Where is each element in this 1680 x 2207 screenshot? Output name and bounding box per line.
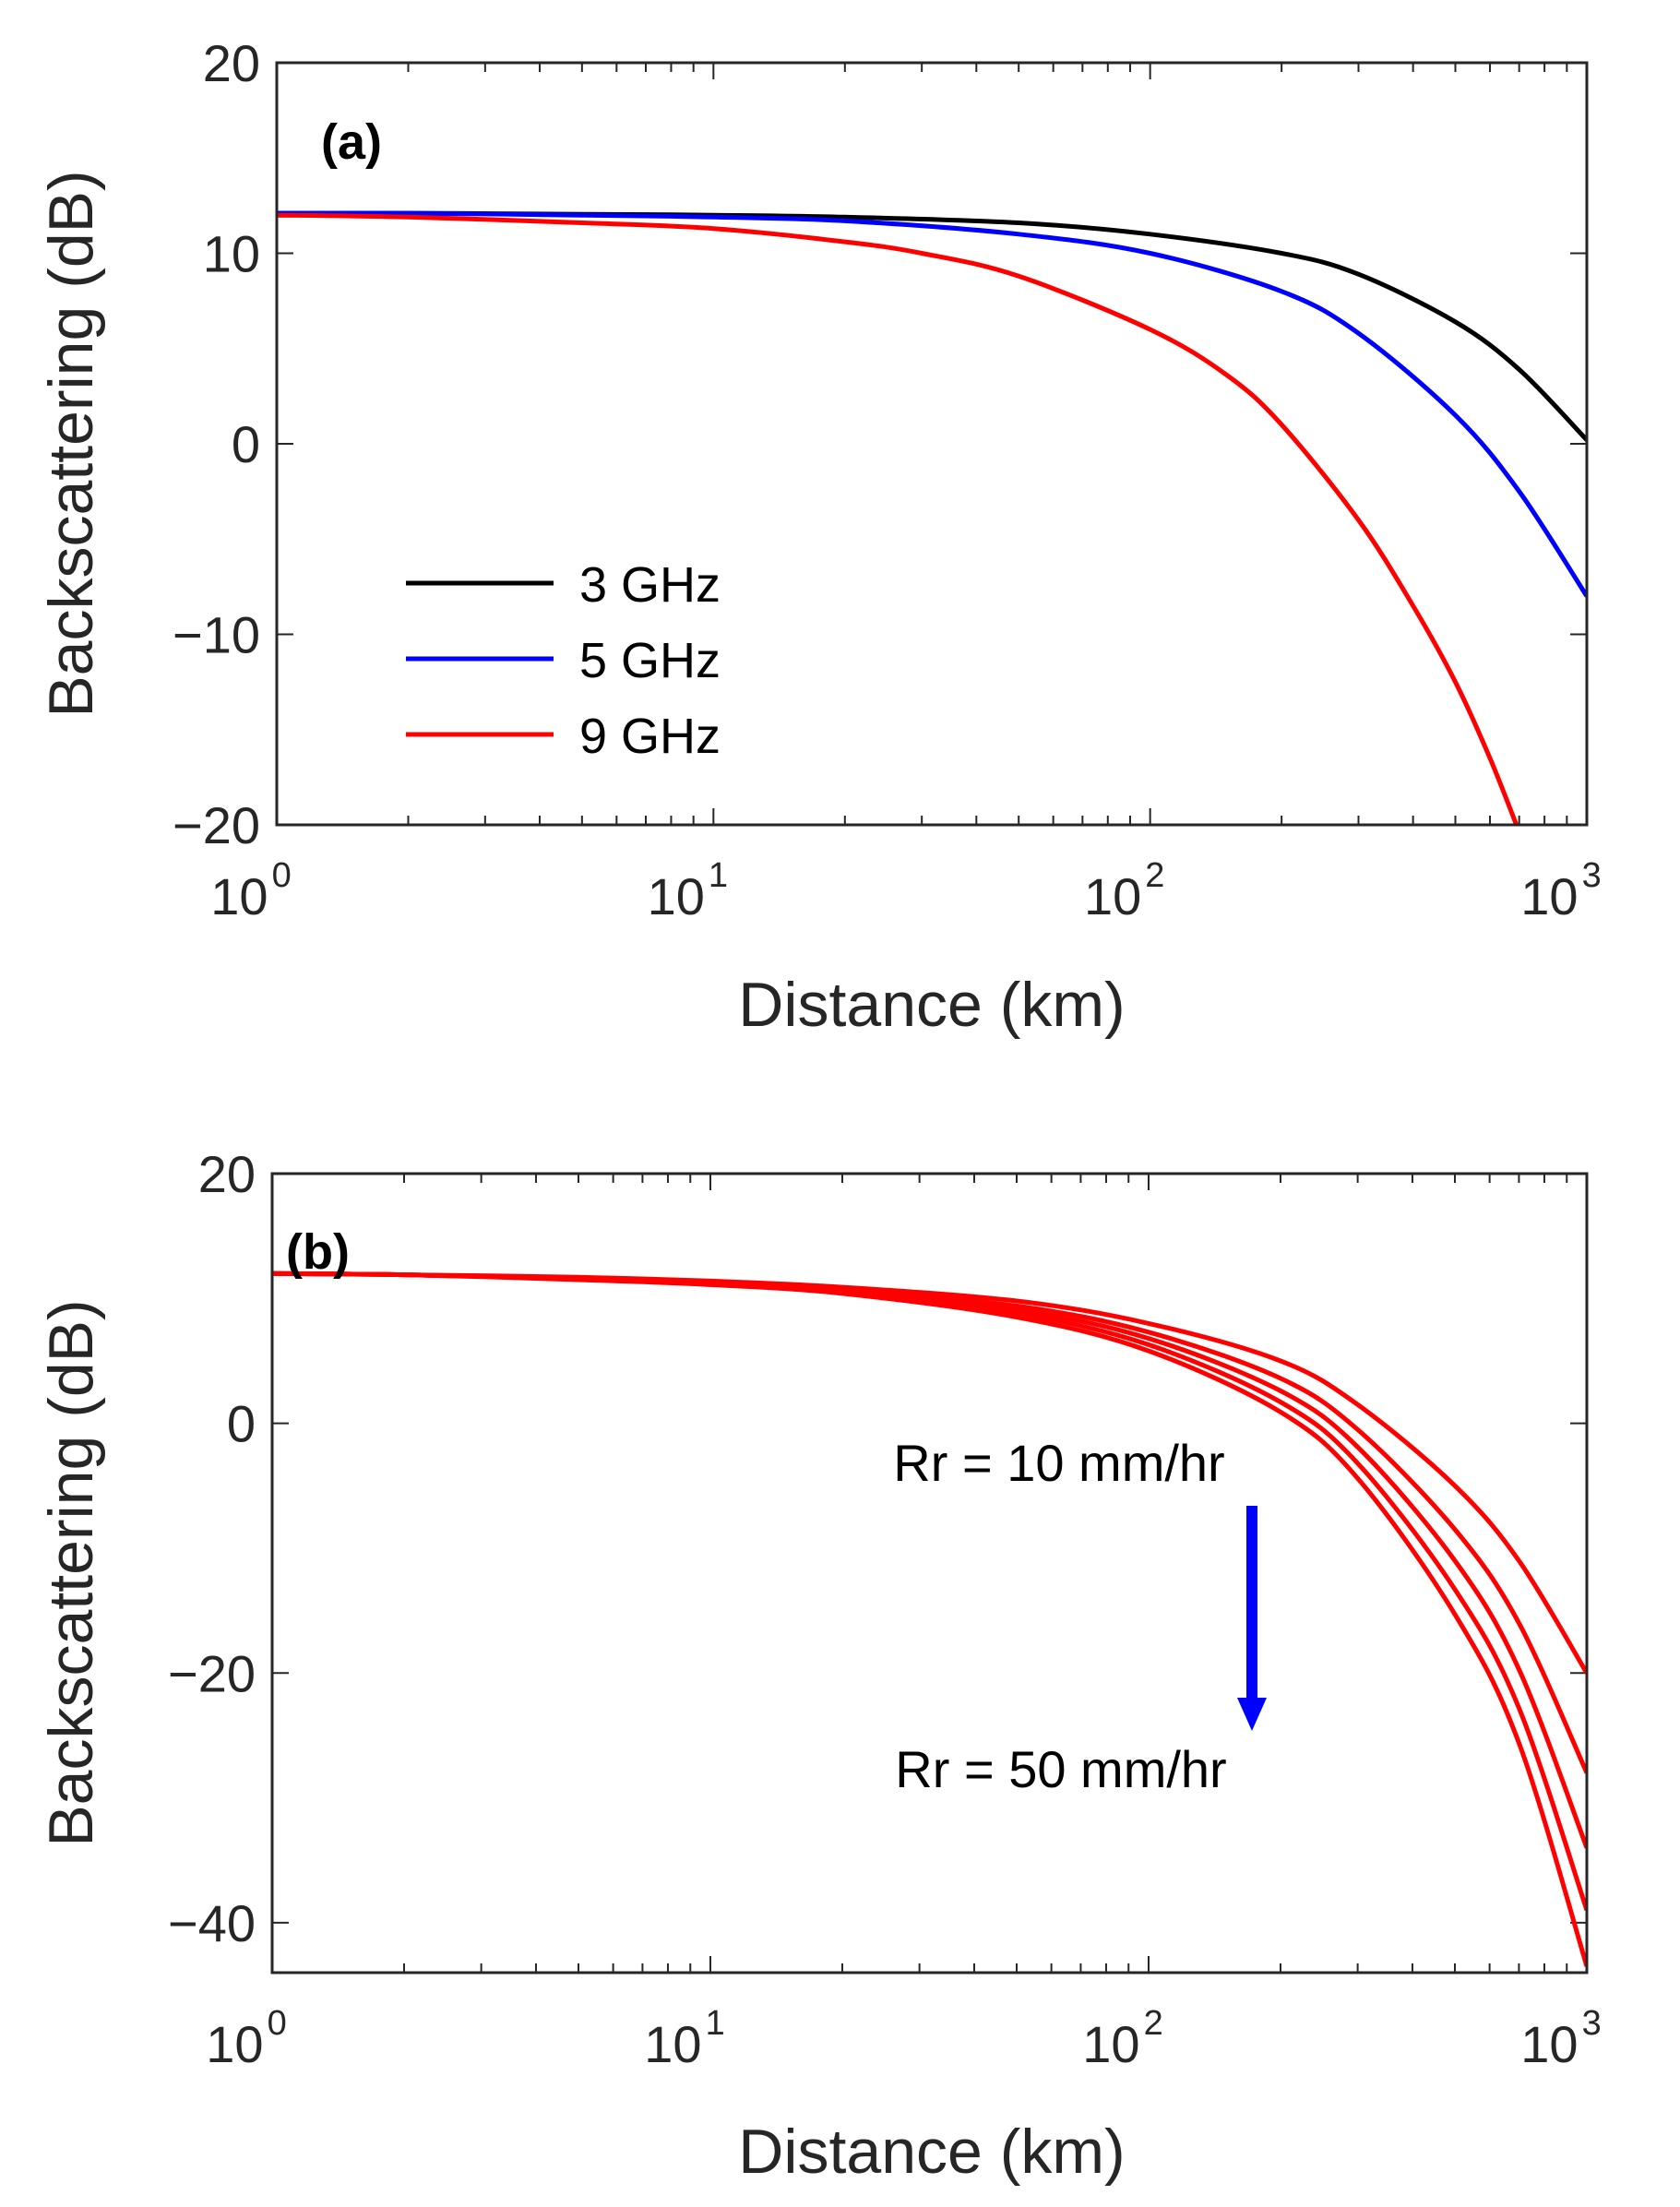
y-axis-title-b: Backscattering (dB): [36, 1299, 106, 1846]
y-tick-label: −10: [173, 606, 260, 664]
x-tick-label: 10 3: [1520, 856, 1601, 925]
axes-frame-b: [270, 1172, 1589, 1974]
series-line-5-ghz: [277, 210, 1587, 598]
annotation-rr-10: Rr = 10 mm/hr: [893, 1434, 1224, 1492]
x-tick-labels-a: 10 0 10 1 10 2 10 3: [210, 856, 1601, 925]
x-tick-label: 10 1: [644, 2004, 724, 2073]
y-tick-labels-b: 20 0 −20 −40: [168, 1145, 256, 1952]
series-lines-a: [277, 210, 1587, 825]
y-tick-label: 10: [203, 225, 260, 283]
x-tick-label: 10 1: [648, 856, 728, 925]
annotation-rr-50: Rr = 50 mm/hr: [895, 1740, 1226, 1798]
plot-area-a: [277, 63, 1587, 825]
legend-label-3ghz: 3 GHz: [579, 557, 721, 613]
series-line-9-ghz: [277, 212, 1519, 825]
y-tick-labels-a: 20 10 0 −10 −20: [173, 34, 260, 854]
y-axis-title-a: Backscattering (dB): [36, 170, 106, 717]
y-tick-label: 0: [227, 1395, 256, 1453]
x-tick-label: 10 0: [210, 856, 291, 925]
legend-a: 3 GHz 5 GHz 9 GHz: [406, 557, 721, 764]
y-tick-label: 20: [203, 34, 260, 92]
y-tick-label: −20: [168, 1644, 256, 1702]
x-tick-labels-b: 10 0 10 1 10 2 10 3: [206, 2004, 1601, 2073]
panel-b: 20 0 −20 −40 10 0 10 1 10 2 10 3 (b) Distance (km)…: [36, 1145, 1602, 2187]
x-tick-label: 10 0: [206, 2004, 286, 2073]
axes-frame-a: [275, 61, 1589, 827]
y-tick-label: 0: [232, 415, 260, 473]
series-lines-b: [272, 1271, 1587, 1967]
y-tick-label: −20: [173, 796, 260, 854]
legend-label-5ghz: 5 GHz: [579, 633, 721, 688]
x-axis-title-a: Distance (km): [738, 970, 1125, 1040]
x-axis-title-b: Distance (km): [738, 2117, 1125, 2187]
y-tick-label: 20: [198, 1145, 256, 1203]
arrow-head: [1237, 1698, 1267, 1731]
legend-label-9ghz: 9 GHz: [579, 709, 721, 764]
ticks-a: [276, 62, 1587, 826]
decreasing-arrow: [1237, 1506, 1267, 1731]
series-line-rr-50-mm-hr: [272, 1271, 1587, 1967]
x-tick-label: 10 2: [1084, 856, 1164, 925]
panel-label-a: (a): [321, 114, 382, 170]
panel-label-b: (b): [286, 1224, 350, 1280]
x-tick-label: 10 3: [1520, 2004, 1601, 2073]
x-tick-label: 10 2: [1082, 2004, 1162, 2073]
y-tick-label: −40: [168, 1894, 256, 1952]
plot-area-b: [272, 1174, 1587, 1973]
